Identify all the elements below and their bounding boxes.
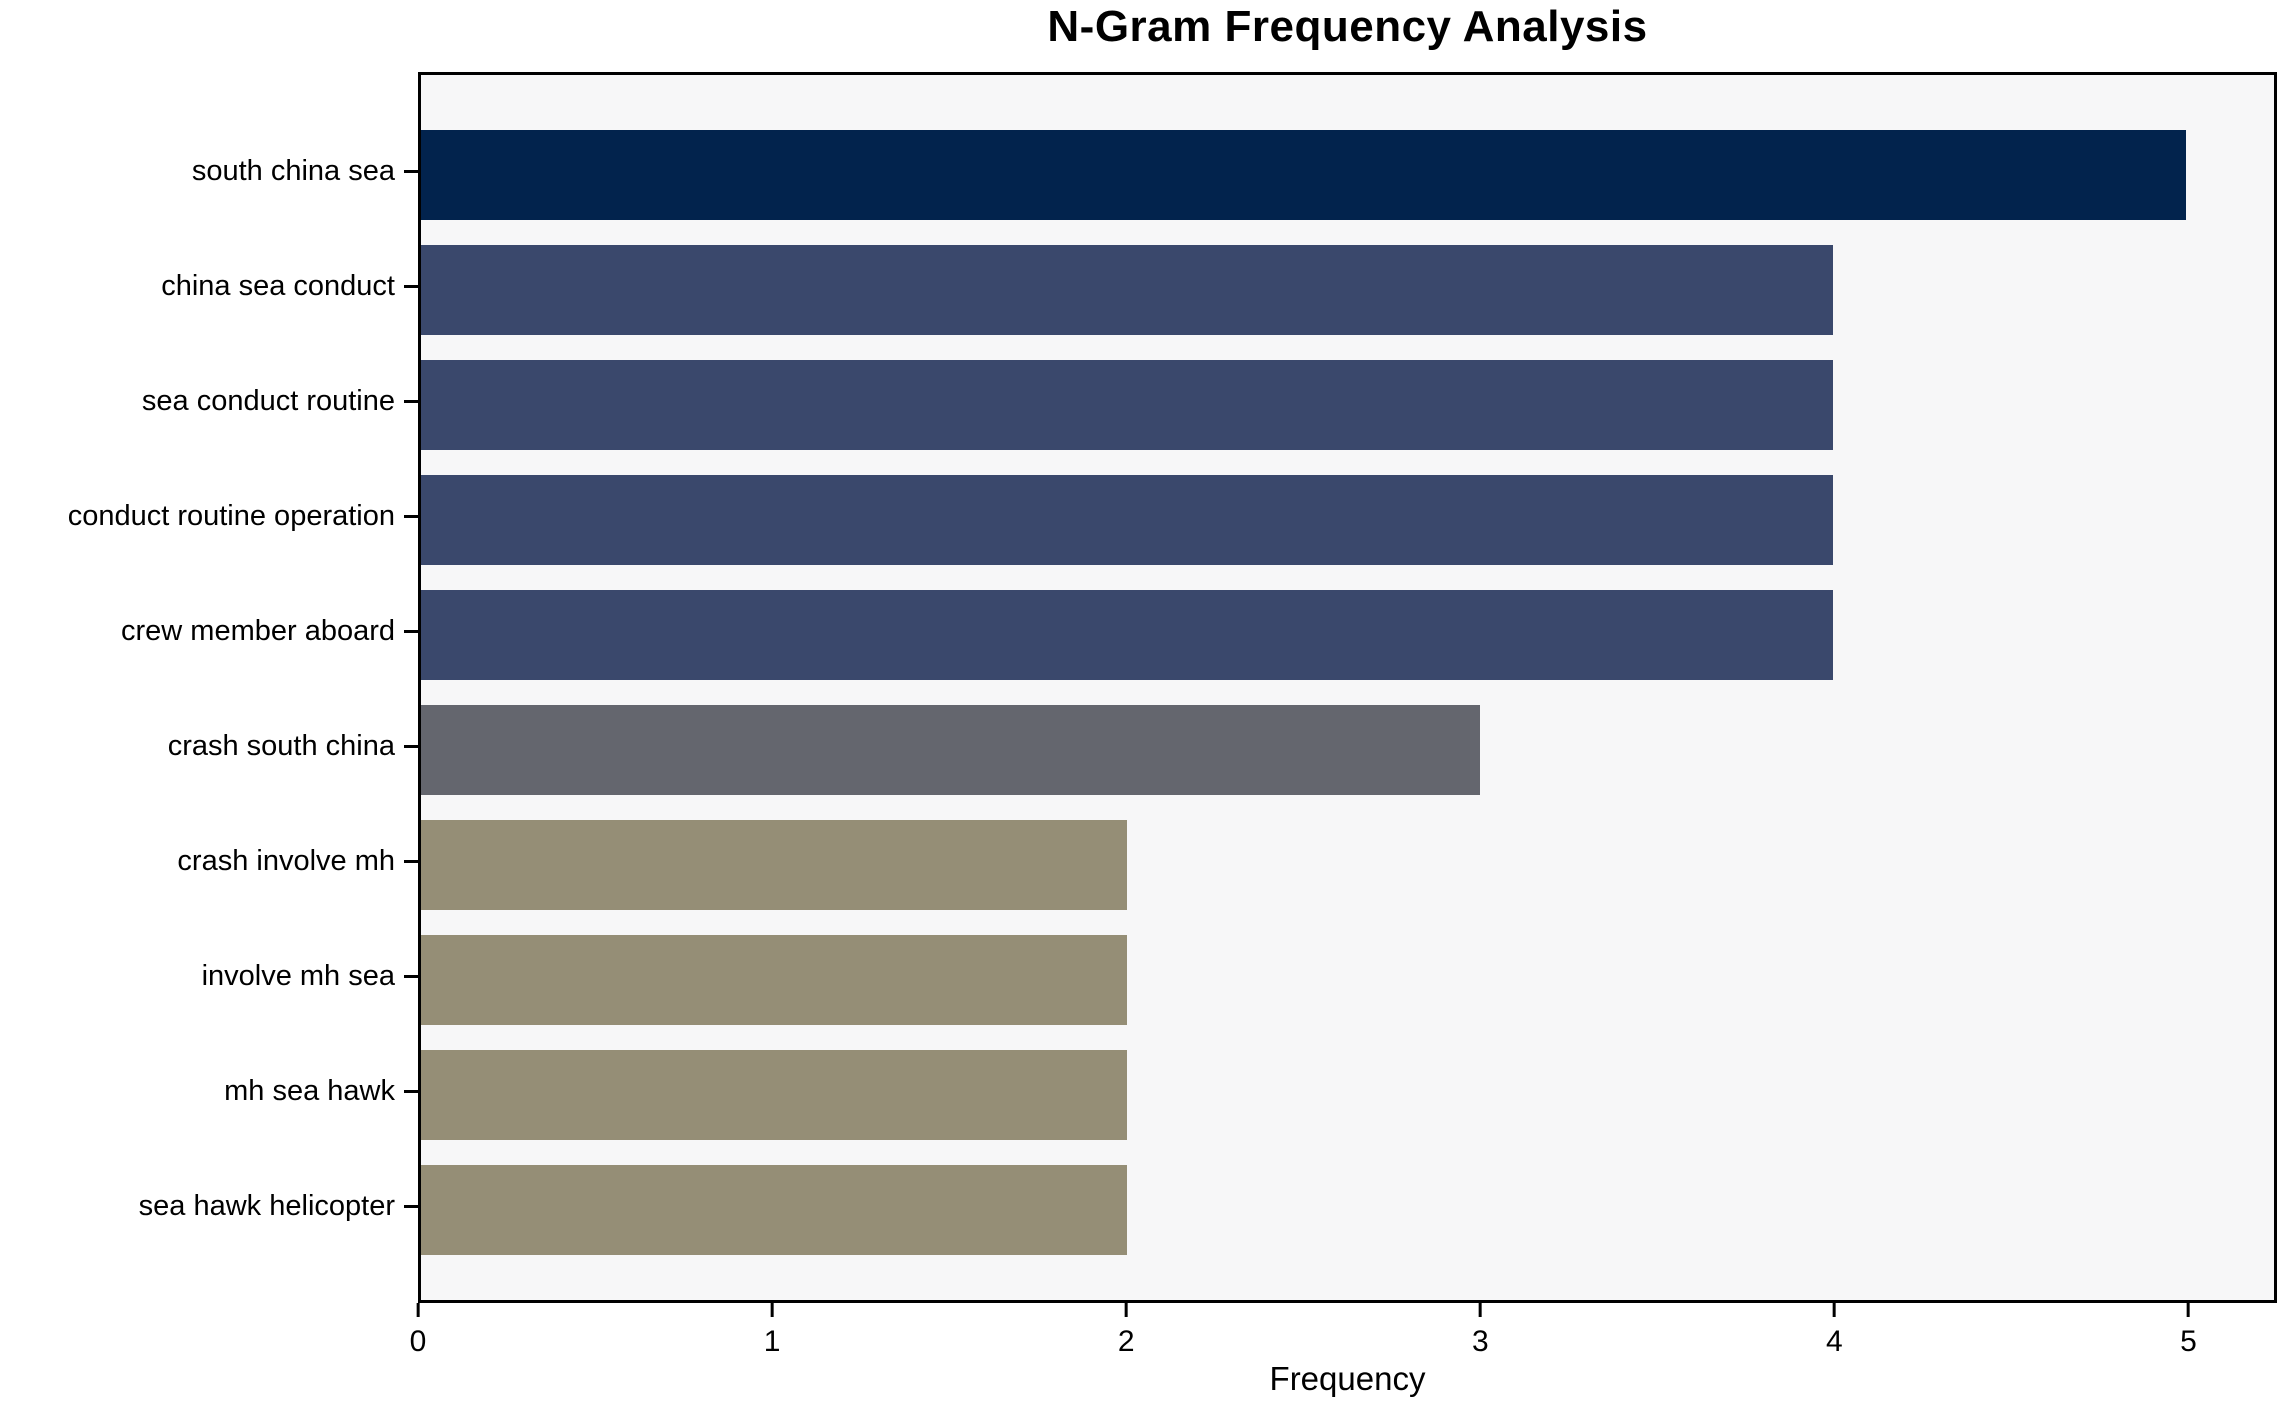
- y-tick-mark: [404, 285, 418, 288]
- y-label-row: sea hawk helicopter: [0, 1149, 418, 1264]
- y-tick-mark: [404, 745, 418, 748]
- y-tick-mark: [404, 400, 418, 403]
- y-tick-label: south china sea: [191, 155, 395, 187]
- y-label-row: crew member aboard: [0, 574, 418, 689]
- x-tick: 0: [409, 1303, 427, 1359]
- bar-row: [421, 232, 2274, 347]
- x-axis: 0 1 2 3 4 5: [410, 1303, 2277, 1373]
- chart-title: N-Gram Frequency Analysis: [1047, 2, 1648, 51]
- x-tick: 1: [763, 1303, 781, 1359]
- x-tick: 4: [1826, 1303, 1843, 1359]
- y-axis-labels: south china sea china sea conduct sea cond…: [0, 72, 418, 1303]
- bar: [421, 474, 1833, 565]
- bar: [421, 704, 1480, 795]
- x-axis-title: Frequency: [1269, 1360, 1426, 1397]
- y-tick-label: crash involve mh: [177, 845, 395, 877]
- y-tick-mark: [404, 975, 418, 978]
- x-tick-mark: [770, 1303, 774, 1317]
- y-tick-label: sea conduct routine: [141, 385, 395, 417]
- x-tick-mark: [1478, 1303, 1482, 1317]
- y-tick-label: involve mh sea: [201, 960, 395, 992]
- y-label-row: conduct routine operation: [0, 459, 418, 574]
- bar: [421, 934, 1127, 1025]
- y-tick-label: crew member aboard: [121, 615, 395, 647]
- y-label-row: mh sea hawk: [0, 1034, 418, 1149]
- y-tick-mark: [404, 630, 418, 633]
- y-tick-mark: [404, 170, 418, 173]
- bar-row: [421, 347, 2274, 462]
- bars-container: [421, 75, 2274, 1300]
- bar: [421, 129, 2186, 220]
- x-tick-label: 5: [2180, 1325, 2197, 1358]
- bar-row: [421, 922, 2274, 1037]
- x-tick: 3: [1472, 1303, 1489, 1359]
- y-tick-mark: [404, 1205, 418, 1208]
- x-tick-mark: [2186, 1303, 2190, 1317]
- bar: [421, 1049, 1127, 1140]
- bar-row: [421, 462, 2274, 577]
- x-tick: 5: [2180, 1303, 2197, 1359]
- y-label-row: south china sea: [0, 114, 418, 229]
- x-tick-mark: [416, 1303, 420, 1317]
- bar-row: [421, 1152, 2274, 1267]
- bar: [421, 1164, 1127, 1255]
- bar: [421, 244, 1833, 335]
- y-tick-mark: [404, 1090, 418, 1093]
- x-tick-label: 4: [1826, 1325, 1843, 1358]
- x-tick-mark: [1124, 1303, 1128, 1317]
- bar-row: [421, 1037, 2274, 1152]
- y-tick-mark: [404, 860, 418, 863]
- bar: [421, 589, 1833, 680]
- y-tick-label: mh sea hawk: [224, 1075, 395, 1107]
- x-tick-label: 3: [1471, 1325, 1489, 1358]
- x-tick-label: 1: [763, 1325, 781, 1358]
- y-label-row: china sea conduct: [0, 229, 418, 344]
- y-tick-label: conduct routine operation: [67, 500, 395, 532]
- y-tick-mark: [404, 515, 418, 518]
- y-label-row: crash south china: [0, 689, 418, 804]
- y-label-row: involve mh sea: [0, 919, 418, 1034]
- bar-row: [421, 577, 2274, 692]
- y-label-row: crash involve mh: [0, 804, 418, 919]
- y-label-row: sea conduct routine: [0, 344, 418, 459]
- y-tick-label: sea hawk helicopter: [138, 1190, 395, 1222]
- y-tick-label: china sea conduct: [161, 270, 395, 302]
- plot-area: [418, 72, 2277, 1303]
- bar-row: [421, 692, 2274, 807]
- x-tick-mark: [1832, 1303, 1836, 1317]
- x-tick: 2: [1118, 1303, 1135, 1359]
- bar-row: [421, 117, 2274, 232]
- bar-row: [421, 807, 2274, 922]
- x-tick-label: 2: [1117, 1325, 1135, 1358]
- bar: [421, 819, 1127, 910]
- y-tick-label: crash south china: [167, 730, 395, 762]
- bar: [421, 359, 1833, 450]
- x-tick-label: 0: [409, 1325, 427, 1358]
